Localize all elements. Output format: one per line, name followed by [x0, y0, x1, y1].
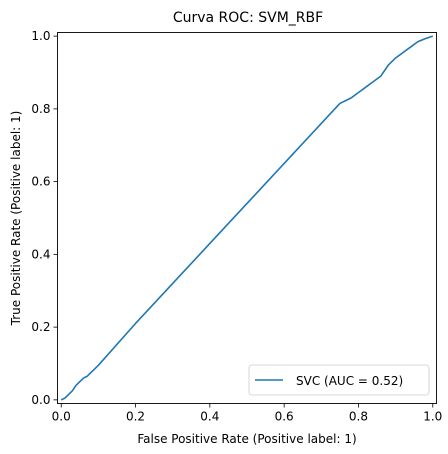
x-axis-label: False Positive Rate (Positive label: 1): [137, 432, 356, 446]
plot-area: [60, 35, 434, 401]
x-tick-label: 1.0: [423, 410, 442, 424]
x-tick-label: 0.4: [200, 410, 219, 424]
legend-label: SVC (AUC = 0.52): [296, 374, 403, 388]
legend-box: [248, 364, 430, 396]
y-tick-label: 0.0: [31, 393, 50, 407]
plot-frame: [57, 32, 437, 404]
y-tick-label: 0.6: [31, 175, 50, 189]
y-tick-label: 0.4: [31, 247, 50, 261]
roc-curve-line: [60, 35, 434, 401]
y-tick-label: 1.0: [31, 29, 50, 43]
axis-ticks: 0.0 0.2 0.4 0.6 0.8 1.0 0.0 0.2 0.4 0.6 0.8 1.0: [31, 29, 442, 423]
legend: SVC (AUC = 0.52): [248, 364, 430, 396]
x-tick-label: 0.0: [52, 410, 71, 424]
x-tick-label: 0.6: [275, 410, 294, 424]
y-axis-label: True Positive Rate (Positive label: 1): [9, 111, 23, 327]
x-tick-label: 0.2: [126, 410, 145, 424]
y-tick-label: 0.8: [31, 102, 50, 116]
chart-title: Curva ROC: SVM_RBF: [173, 10, 323, 26]
x-tick-label: 0.8: [349, 410, 368, 424]
y-tick-label: 0.2: [31, 320, 50, 334]
